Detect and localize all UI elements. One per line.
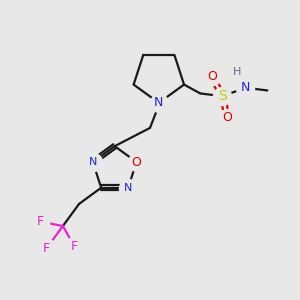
Text: H: H xyxy=(233,67,241,77)
Text: N: N xyxy=(124,183,132,193)
Text: O: O xyxy=(207,70,217,83)
Text: N: N xyxy=(88,157,97,167)
Text: F: F xyxy=(36,215,43,228)
Text: F: F xyxy=(70,239,78,253)
Text: O: O xyxy=(222,111,232,124)
Text: F: F xyxy=(43,242,50,255)
Text: N: N xyxy=(241,81,250,94)
Text: S: S xyxy=(218,89,227,103)
Text: N: N xyxy=(154,96,164,110)
Text: O: O xyxy=(132,155,141,169)
